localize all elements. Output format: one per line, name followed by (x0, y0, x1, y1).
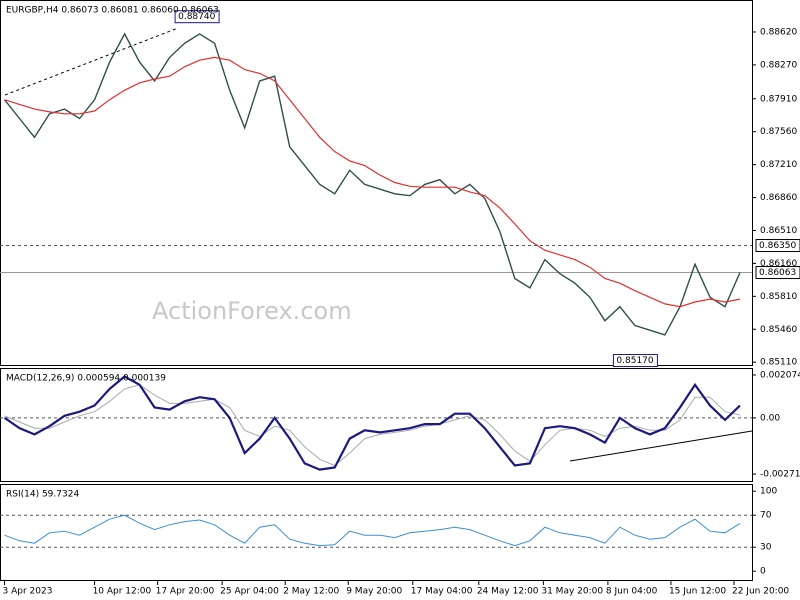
x-tick-label: 3 Apr 2023 (3, 587, 53, 597)
level-label: 0.86063 (759, 268, 796, 278)
watermark: ActionForex.com (152, 297, 352, 325)
y-tick-label: 30 (760, 543, 772, 553)
annotation-box (612, 354, 658, 368)
y-tick-label: -0.002716 (760, 470, 800, 480)
panel-title: EURGBP,H4 0.86073 0.86081 0.86060 0.8606… (6, 6, 219, 16)
annotation-label: 0.85170 (616, 356, 653, 366)
panel-title: MACD(12,26,9) 0.000594 0.000139 (6, 374, 166, 384)
y-tick-label: 0.87210 (760, 160, 797, 170)
y-tick-label: 0.88620 (760, 27, 797, 37)
x-tick-label: 17 Apr 20:00 (156, 587, 215, 597)
x-tick-label: 22 Jun 20:00 (732, 587, 789, 597)
price-panel (0, 0, 753, 366)
y-tick-label: 0.86160 (760, 259, 797, 269)
y-tick-label: 0.85460 (760, 325, 797, 335)
y-tick-label: 0.86860 (760, 193, 797, 203)
level-label-box (755, 266, 800, 280)
y-tick-label: 0.86510 (760, 226, 797, 236)
x-tick-label: 25 Apr 04:00 (220, 587, 279, 597)
x-tick-label: 8 Jun 04:00 (606, 587, 658, 597)
series-line (3, 375, 741, 471)
y-tick-label: 0.88270 (760, 60, 797, 70)
macd-trend-line (569, 430, 753, 462)
y-tick-label: 0 (760, 567, 766, 577)
y-tick-label: 0.87560 (760, 127, 797, 137)
x-tick-label: 10 Apr 12:00 (93, 587, 152, 597)
trend-line (4, 27, 179, 96)
x-tick-label: 15 Jun 12:00 (669, 587, 726, 597)
y-tick-label: 0.87910 (760, 94, 797, 104)
x-tick-label: 31 May 20:00 (541, 587, 603, 597)
y-tick-label: 0.00 (760, 413, 780, 423)
annotation-box (174, 10, 220, 24)
y-tick-label: 0.85110 (760, 358, 797, 368)
y-tick-label: 0.002074 (760, 370, 800, 380)
series-line (4, 56, 741, 308)
panel-title: RSI(14) 59.7324 (6, 490, 79, 500)
y-tick-label: 70 (760, 511, 772, 521)
x-tick-label: 24 May 12:00 (477, 587, 539, 597)
y-tick-label: 0.85810 (760, 292, 797, 302)
x-tick-label: 17 May 04:00 (411, 587, 473, 597)
level-label: 0.86350 (759, 241, 796, 251)
series-line (3, 32, 741, 336)
series-line (4, 384, 741, 467)
x-tick-label: 9 May 20:00 (346, 587, 402, 597)
level-label-box (755, 239, 800, 253)
y-tick-label: 100 (760, 487, 777, 497)
x-tick-label: 2 May 12:00 (283, 587, 339, 597)
macd-panel (0, 368, 753, 482)
series-line (4, 514, 741, 547)
rsi-panel (0, 484, 753, 581)
annotation-label: 0.88740 (178, 12, 215, 22)
